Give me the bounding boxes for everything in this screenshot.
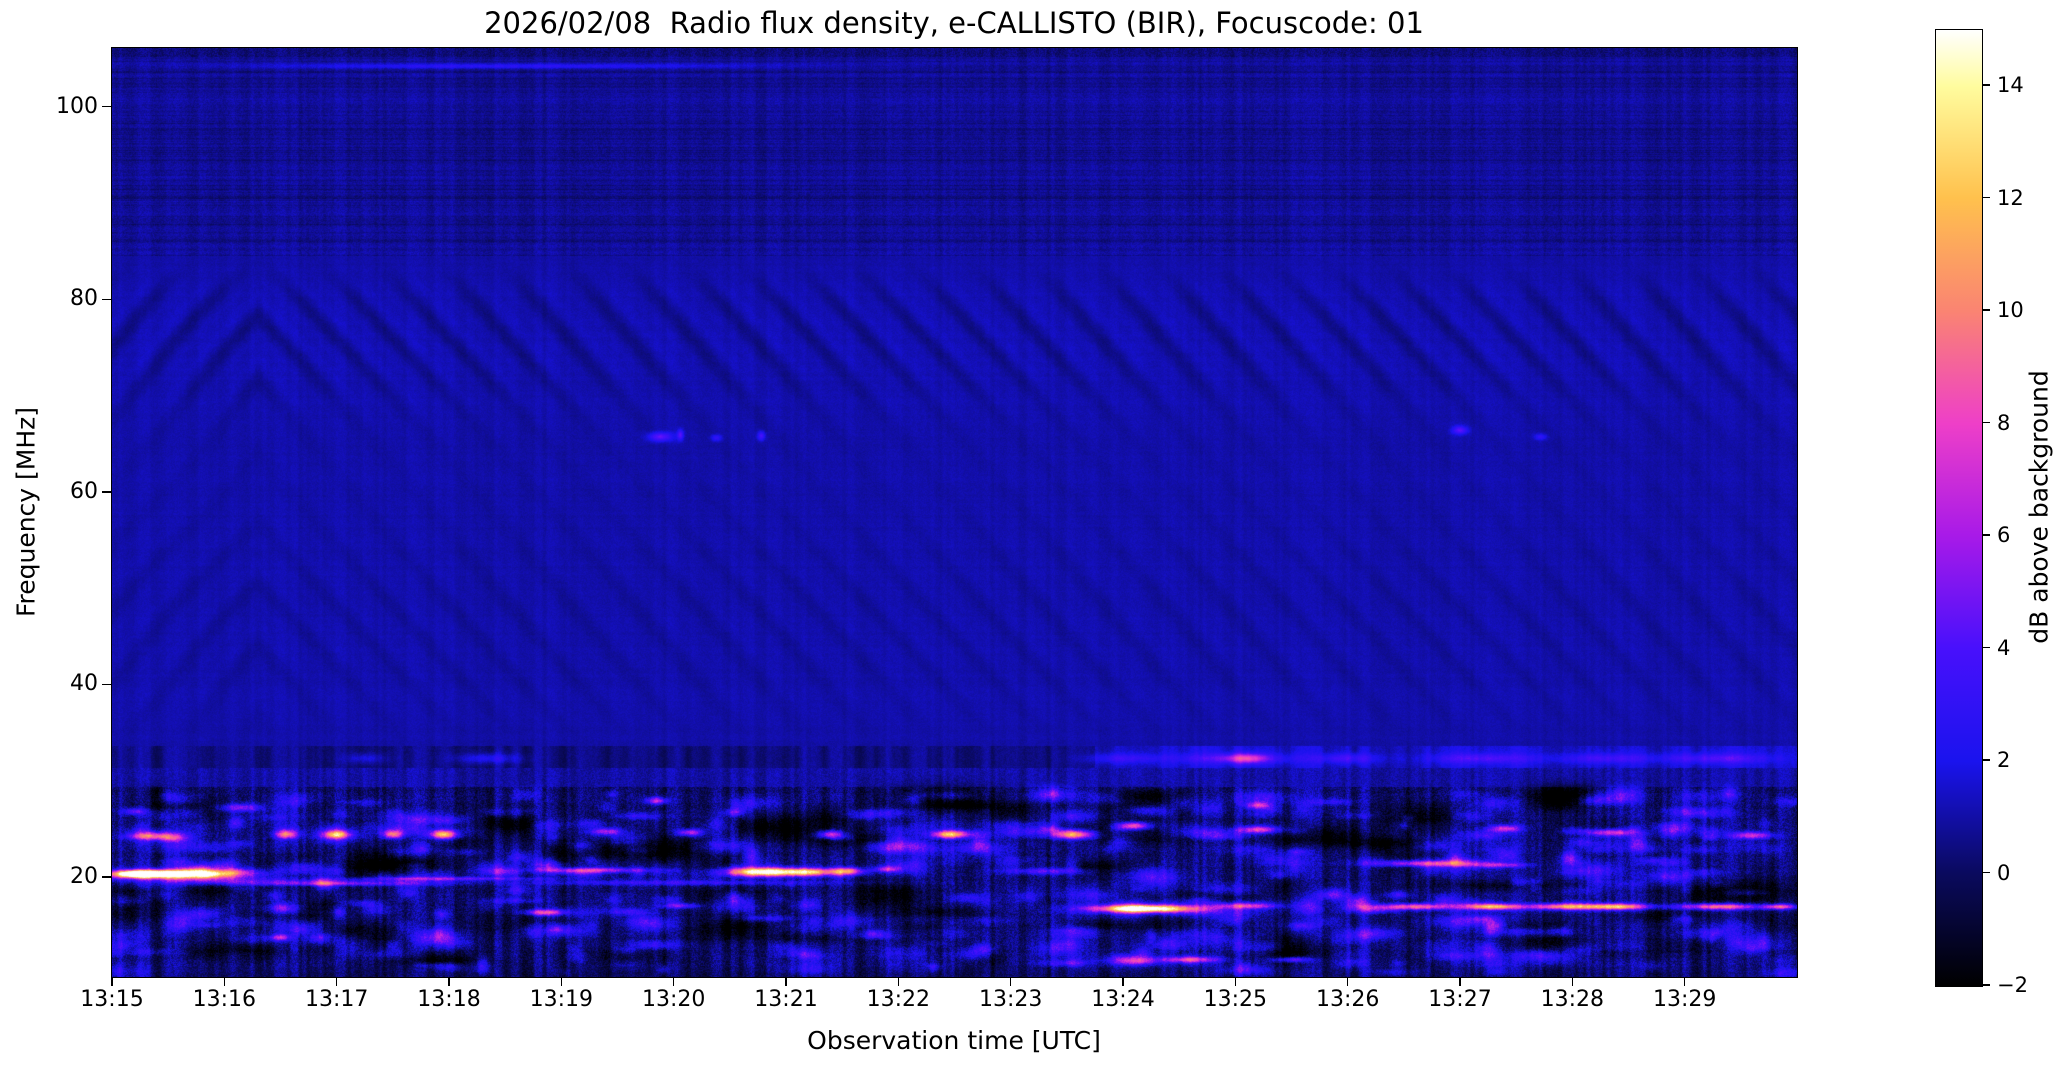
x-tick-label: 13:27 [1428, 987, 1492, 1012]
x-tick-mark [111, 977, 113, 986]
colorbar-tick-mark [1983, 196, 1990, 199]
y-tick-mark [102, 298, 111, 300]
x-tick-label: 13:25 [1203, 987, 1268, 1012]
y-tick-mark [102, 683, 111, 686]
colorbar-tick-mark [1983, 759, 1990, 761]
x-tick-label: 13:19 [529, 987, 594, 1012]
chart-title: 2026/02/08 Radio flux density, e-CALLIST… [484, 6, 1424, 40]
x-tick-mark [1346, 977, 1349, 986]
colorbar-tick-mark [1983, 309, 1990, 311]
colorbar-tick-mark [1983, 646, 1990, 649]
colorbar-tick-mark [1983, 84, 1990, 86]
colorbar-tick-label: 14 [1997, 73, 2024, 98]
x-tick-mark [672, 977, 675, 986]
colorbar-tick-mark [1983, 984, 1990, 986]
colorbar-tick-mark [1983, 421, 1990, 424]
x-tick-label: 13:24 [1091, 987, 1155, 1012]
x-tick-mark [1683, 977, 1686, 986]
x-tick-mark [1122, 977, 1124, 986]
y-tick-label: 40 [70, 671, 98, 697]
colorbar-tick-label: 12 [1997, 185, 2024, 210]
y-tick-mark [102, 105, 111, 108]
y-tick-label: 100 [56, 93, 98, 119]
spectrogram-canvas [112, 48, 1797, 977]
y-tick-label: 60 [70, 478, 98, 504]
plot-area [111, 47, 1798, 978]
colorbar-tick-mark [1983, 534, 1990, 536]
colorbar-tick-label: 4 [1997, 635, 2011, 660]
colorbar-tick-label: 8 [1997, 410, 2011, 435]
colorbar-tick-label: 6 [1997, 523, 2011, 548]
x-tick-label: 13:26 [1315, 987, 1380, 1012]
colorbar-tick-label: 0 [1997, 860, 2011, 885]
x-tick-label: 13:18 [417, 987, 481, 1012]
x-axis-label: Observation time [UTC] [807, 1026, 1101, 1055]
x-tick-label: 13:22 [866, 987, 931, 1012]
x-tick-label: 13:20 [641, 987, 706, 1012]
x-tick-label: 13:17 [304, 987, 369, 1012]
x-tick-mark [335, 977, 338, 986]
x-tick-label: 13:16 [192, 987, 257, 1012]
x-tick-label: 13:23 [978, 987, 1043, 1012]
y-tick-mark [102, 876, 111, 878]
colorbar-tick-label: 10 [1997, 298, 2024, 323]
x-tick-label: 13:21 [754, 987, 818, 1012]
x-tick-mark [223, 977, 226, 986]
y-tick-label: 80 [70, 286, 98, 312]
colorbar-tick-mark [1983, 871, 1990, 874]
y-axis-label: Frequency [MHz] [11, 406, 41, 618]
x-tick-label: 13:15 [80, 987, 144, 1012]
x-tick-label: 13:28 [1540, 987, 1605, 1012]
colorbar-tick-label: 2 [1997, 748, 2011, 773]
x-tick-mark [1234, 977, 1237, 986]
y-tick-label: 20 [70, 863, 98, 889]
y-tick-mark [102, 491, 111, 493]
colorbar [1935, 29, 1983, 987]
x-tick-mark [1009, 977, 1012, 986]
x-tick-mark [448, 977, 450, 986]
x-tick-mark [1459, 977, 1461, 986]
x-tick-mark [897, 977, 900, 986]
x-tick-mark [785, 977, 787, 986]
x-tick-mark [560, 977, 563, 986]
colorbar-label: dB above background [2024, 370, 2054, 644]
x-tick-label: 13:29 [1652, 987, 1717, 1012]
x-tick-mark [1571, 977, 1574, 986]
colorbar-tick-label: −2 [1997, 973, 2028, 997]
